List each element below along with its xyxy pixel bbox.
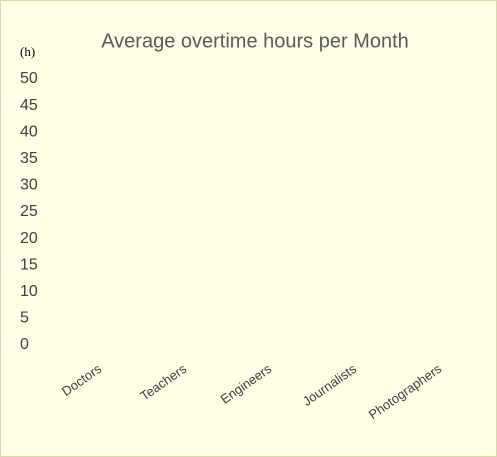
y-tick-label: 10 <box>20 283 38 300</box>
y-tick-label: 0 <box>20 336 29 353</box>
chart-title: Average overtime hours per Month <box>101 30 409 52</box>
y-tick-label: 5 <box>20 310 29 327</box>
y-tick-label: 35 <box>20 150 38 167</box>
y-tick-label: 45 <box>20 97 38 114</box>
y-tick-label: 15 <box>20 256 38 273</box>
y-tick-label: 25 <box>20 203 38 220</box>
y-tick-label: 40 <box>20 123 38 140</box>
y-tick-label: 50 <box>20 70 38 87</box>
y-tick-label: 20 <box>20 230 38 247</box>
y-tick-label: 30 <box>20 177 38 194</box>
y-axis-label: (h) <box>20 44 35 59</box>
